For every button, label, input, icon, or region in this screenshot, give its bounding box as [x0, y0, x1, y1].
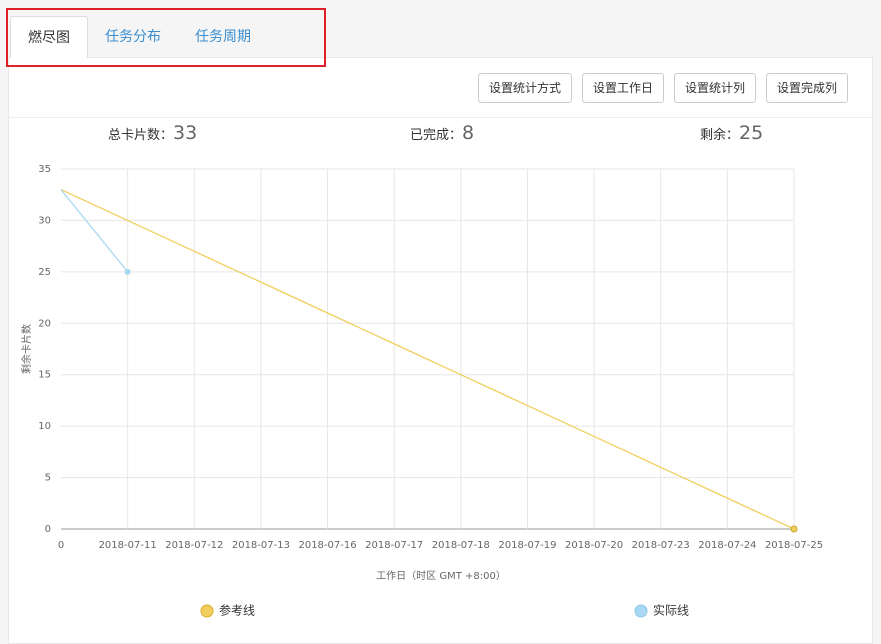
y-tick-label: 20: [38, 318, 51, 329]
y-tick-label: 10: [38, 421, 51, 432]
series-line: [60, 189, 129, 273]
legend-label: 参考线: [219, 603, 255, 618]
panel: [8, 57, 873, 644]
legend-swatch: [200, 604, 214, 618]
stat: 剩余：25: [700, 122, 763, 144]
x-tick-label: 2018-07-24: [698, 540, 756, 551]
x-axis-label: 工作日（时区 GMT +8:00）: [376, 570, 506, 582]
y-tick-label: 0: [45, 524, 51, 535]
legend-label: 实际线: [653, 603, 689, 618]
y-tick-label: 30: [38, 215, 51, 226]
x-tick-label: 2018-07-19: [498, 540, 556, 551]
tabs: 燃尽图 任务分布 任务周期: [10, 16, 268, 58]
x-tick-label: 2018-07-18: [432, 540, 490, 551]
stat-label: 剩余：: [700, 128, 740, 143]
x-tick-label: 2018-07-11: [99, 540, 157, 551]
y-tick-label: 25: [38, 267, 51, 278]
point-marker: [124, 268, 131, 275]
point-marker: [790, 525, 798, 533]
tab[interactable]: 任务分布: [105, 29, 161, 45]
x-tick-label: 2018-07-12: [165, 540, 223, 551]
stat-value: 33: [173, 122, 198, 144]
x-tick-label: 2018-07-13: [232, 540, 290, 551]
x-tick-label: 2018-07-16: [298, 540, 356, 551]
x-tick-label: 2018-07-25: [765, 540, 823, 551]
tab[interactable]: 燃尽图: [10, 16, 88, 58]
stat-value: 25: [739, 122, 764, 144]
highlight-box: [6, 8, 326, 67]
legend-swatch: [634, 604, 648, 618]
chart: 剩余卡片数 工作日（时区 GMT +8:00） 0 5 10 15 20 25 30 35 0 2…: [20, 164, 823, 618]
button[interactable]: 设置统计列: [673, 73, 756, 103]
tab[interactable]: 任务周期: [195, 29, 251, 45]
toolbar: 设置统计方式 设置工作日 设置统计列 设置完成列: [477, 73, 848, 103]
x-tick-label: 2018-07-17: [365, 540, 423, 551]
stat-label: 总卡片数：: [108, 128, 174, 143]
button[interactable]: 设置工作日: [581, 73, 664, 103]
stat: 总卡片数：33: [108, 122, 197, 144]
button[interactable]: 设置统计方式: [477, 73, 572, 103]
x-tick-label: 2018-07-23: [632, 540, 690, 551]
x-tick-label: 2018-07-20: [565, 540, 623, 551]
stat: 已完成：8: [410, 122, 474, 144]
stat-value: 8: [462, 122, 475, 144]
y-tick-label: 5: [45, 473, 51, 484]
y-tick-label: 15: [38, 370, 51, 381]
series-line: [60, 188, 795, 530]
y-axis-label: 剩余卡片数: [20, 324, 33, 374]
button[interactable]: 设置完成列: [765, 73, 848, 103]
stat-label: 已完成：: [410, 128, 463, 143]
y-tick-label: 35: [38, 164, 51, 175]
x-tick-label: 0: [58, 540, 64, 551]
separator: [8, 117, 873, 118]
